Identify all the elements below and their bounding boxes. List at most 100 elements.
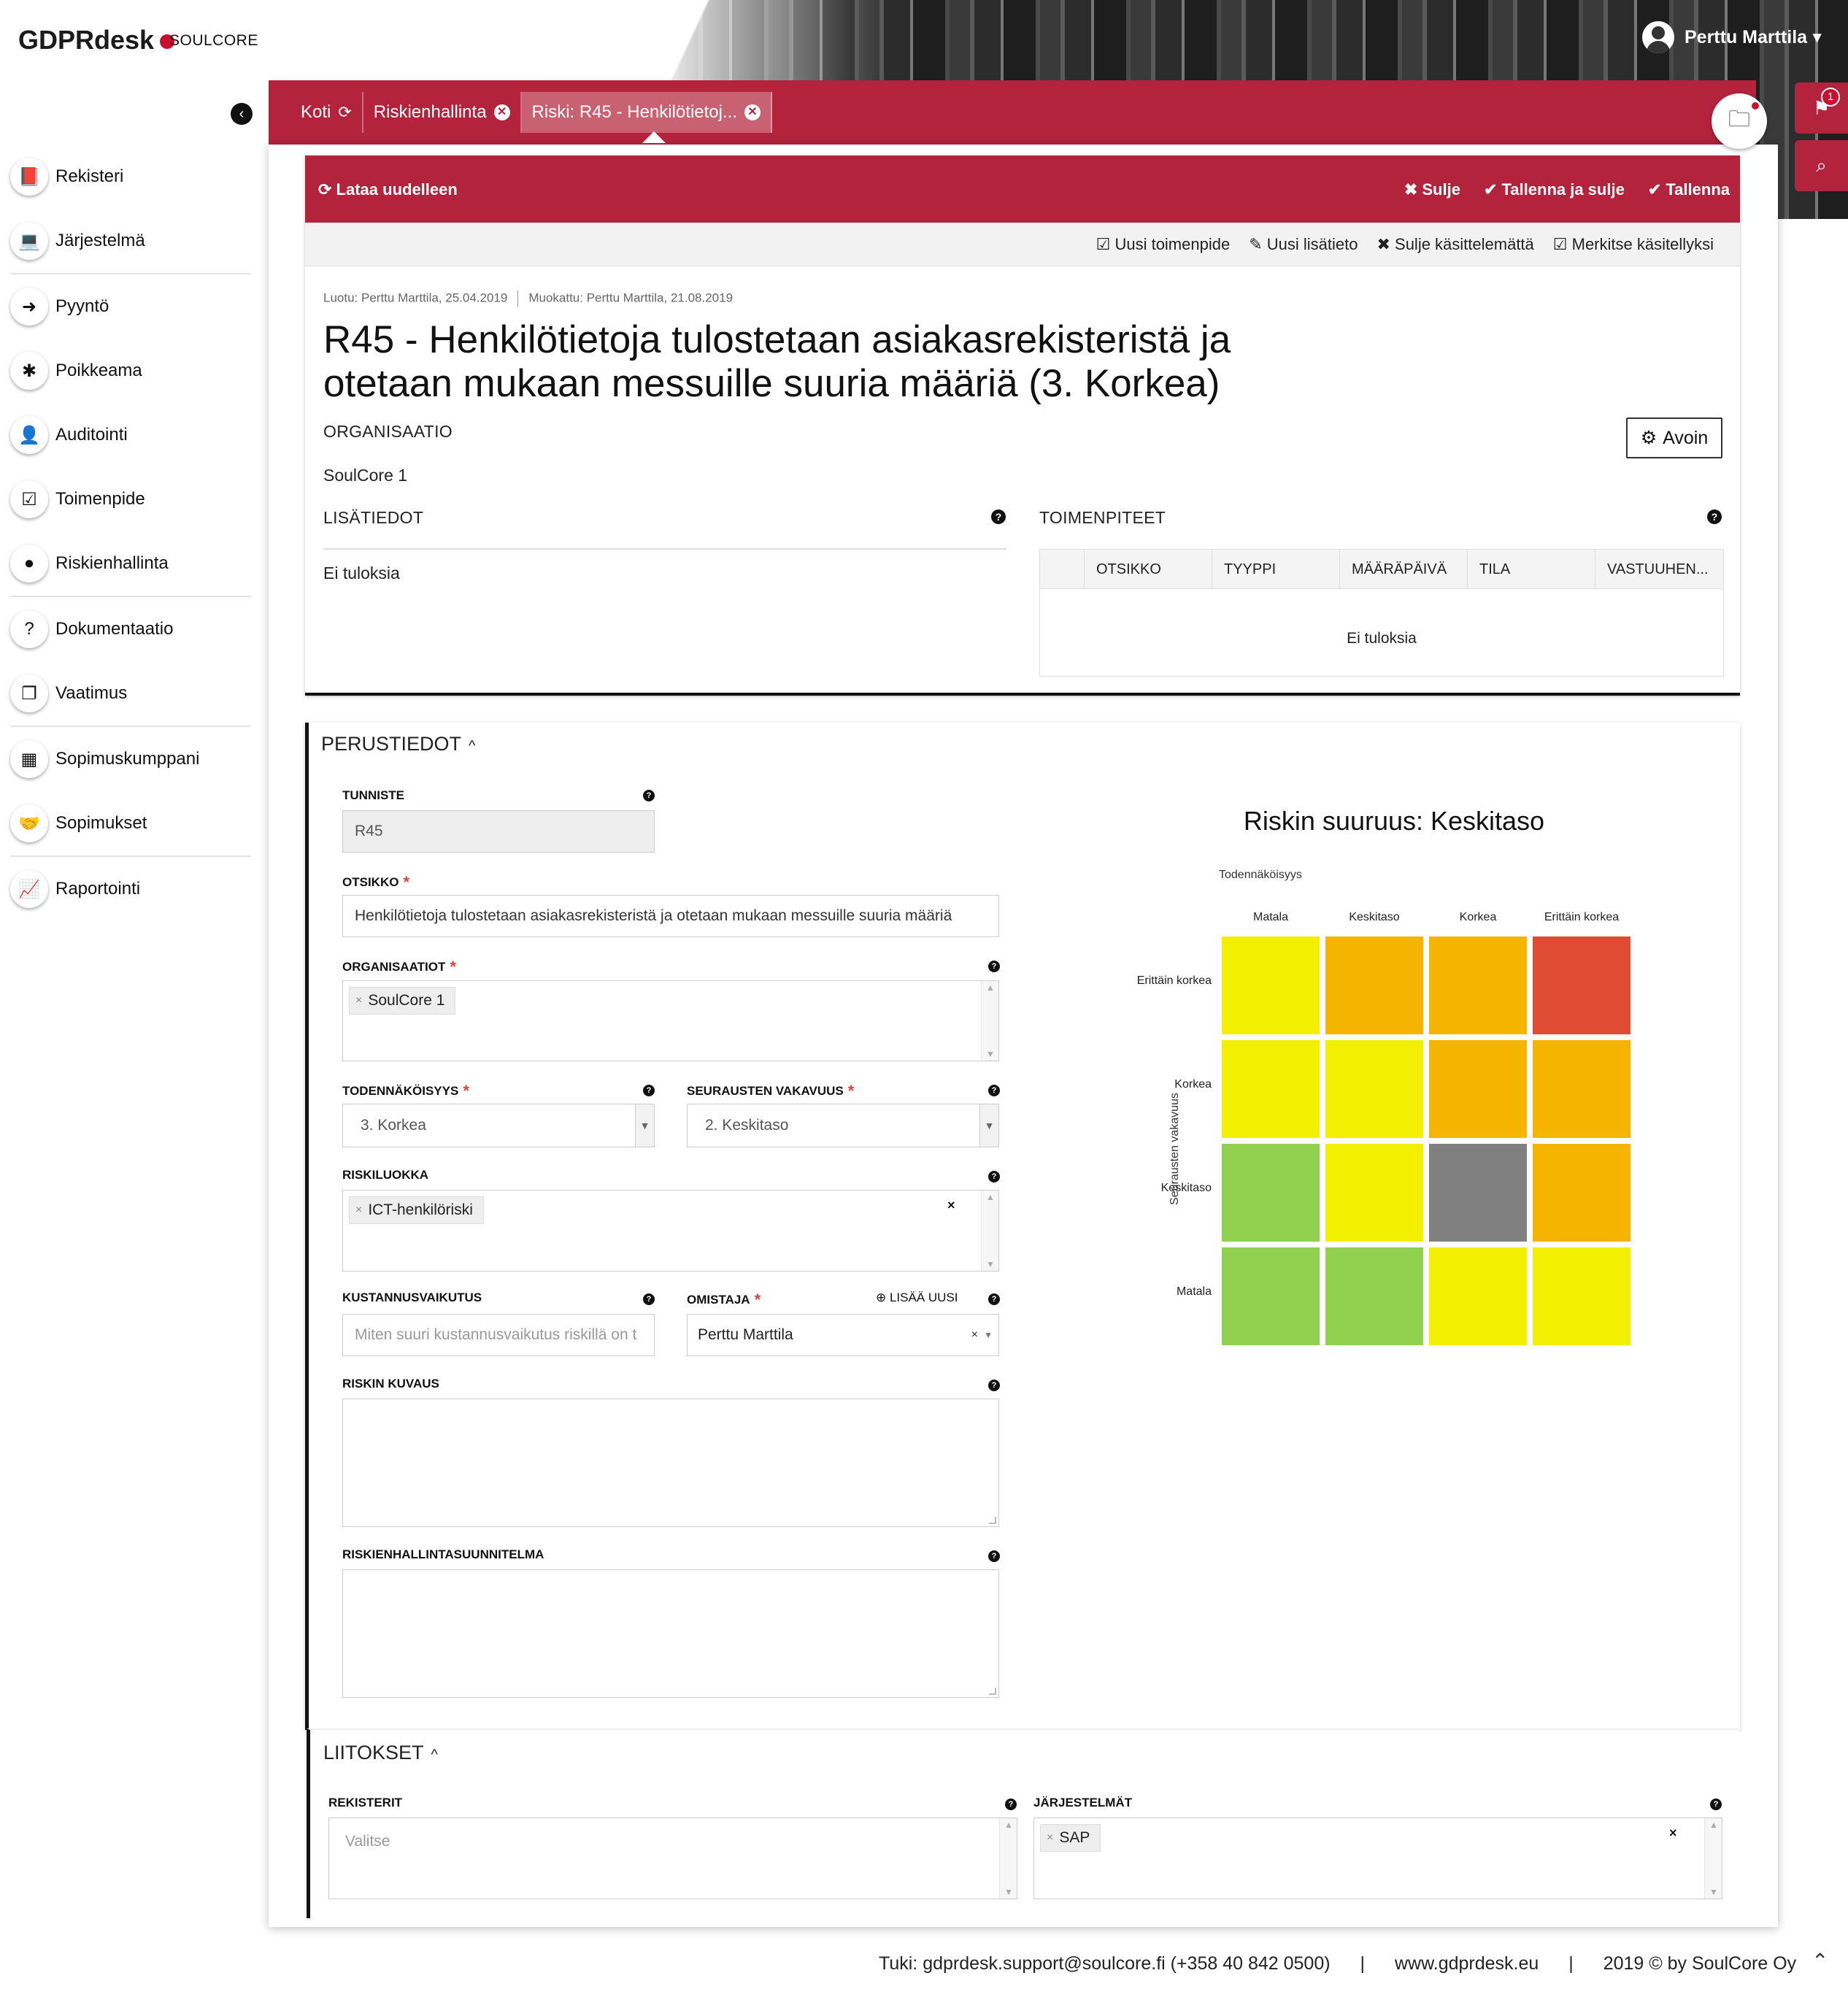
owner-select[interactable]: Perttu Marttila × ▼ [687, 1314, 999, 1356]
risk-matrix-cell[interactable] [1222, 936, 1320, 1034]
clear-icon[interactable]: × [947, 1198, 955, 1212]
remove-chip-icon[interactable]: × [355, 994, 363, 1007]
tab-riskienhallinta[interactable]: Riskienhallinta ✕ [363, 92, 522, 133]
risk-matrix-cell[interactable] [1325, 1040, 1423, 1138]
risk-matrix-cell[interactable] [1533, 1144, 1631, 1242]
save-button[interactable]: ✔ Tallenna [1648, 180, 1730, 199]
sidebar-item-poikkeama[interactable]: ✱ Poikkeama [10, 339, 251, 403]
help-icon[interactable]: ? [988, 1550, 1000, 1562]
basics-section-toggle[interactable]: PERUSTIEDOT ^ [321, 733, 475, 755]
sidebar-item-rekisteri[interactable]: 📕 Rekisteri [10, 145, 251, 209]
risk-matrix-cell[interactable] [1222, 1040, 1320, 1138]
risk-matrix-cell[interactable] [1533, 1040, 1631, 1138]
column-header-title[interactable]: OTSIKKO [1084, 550, 1212, 589]
footer-site-link[interactable]: www.gdprdesk.eu [1394, 1953, 1539, 1974]
title-field[interactable]: Henkilötietoja tulostetaan asiakasrekist… [342, 895, 999, 937]
severity-select[interactable]: 2. Keskitaso ▼ [687, 1104, 999, 1147]
help-icon[interactable]: ? [988, 1085, 1000, 1096]
sidebar-item-järjestelmä[interactable]: 💻 Järjestelmä [10, 209, 251, 273]
clear-icon[interactable]: × [971, 1328, 978, 1341]
sidebar-item-sopimukset[interactable]: 🤝 Sopimukset [10, 791, 251, 855]
search-button[interactable]: ⌕ [1795, 140, 1848, 191]
folder-button[interactable]: 🗀 [1712, 93, 1767, 149]
help-icon[interactable]: ? [988, 961, 1000, 972]
risk-matrix-cell[interactable] [1429, 1040, 1527, 1138]
risk-matrix-cell[interactable] [1429, 936, 1527, 1034]
risk-matrix-cell[interactable] [1325, 1144, 1423, 1242]
reload-button[interactable]: ⟳ Lataa uudelleen [318, 180, 458, 199]
sidebar-item-raportointi[interactable]: 📈 Raportointi [10, 857, 251, 921]
remove-chip-icon[interactable]: × [355, 1204, 363, 1216]
status-button[interactable]: ⚙ Avoin [1626, 418, 1722, 458]
help-icon[interactable]: ? [643, 1293, 655, 1305]
save-and-close-button[interactable]: ✔ Tallenna ja sulje [1484, 180, 1625, 199]
sidebar-item-vaatimus[interactable]: ❐ Vaatimus [10, 661, 251, 726]
refresh-icon[interactable]: ⟳ [338, 103, 352, 121]
sidebar-item-toimenpide[interactable]: ☑ Toimenpide [10, 467, 251, 531]
building-icon: ▦ [10, 740, 48, 778]
links-section-toggle[interactable]: LIITOKSET ^ [323, 1742, 438, 1764]
column-header-status[interactable]: TILA [1467, 550, 1595, 589]
cost-impact-field[interactable]: Miten suuri kustannusvaikutus riskillä o… [342, 1314, 655, 1356]
risk-matrix-cell[interactable] [1325, 1247, 1423, 1345]
close-icon[interactable]: ✕ [744, 104, 761, 120]
help-icon[interactable]: ? [1707, 509, 1722, 524]
risk-class-chip[interactable]: × ICT-henkilöriski [349, 1196, 484, 1224]
column-header-owner[interactable]: VASTUUHEN... [1595, 550, 1723, 589]
column-header-type[interactable]: TYYPPI [1212, 550, 1339, 589]
close-record-button[interactable]: ✖ Sulje [1404, 180, 1460, 199]
risk-matrix-cell[interactable] [1533, 1247, 1631, 1345]
remove-chip-icon[interactable]: × [1047, 1831, 1054, 1844]
description-textarea[interactable] [342, 1399, 999, 1527]
clear-icon[interactable]: × [1669, 1826, 1677, 1840]
organisation-value: SoulCore 1 [323, 466, 408, 485]
help-icon[interactable]: ? [1710, 1799, 1722, 1810]
probability-select[interactable]: 3. Korkea ▼ [342, 1104, 655, 1147]
scrollbar[interactable]: ▲ ▼ [1704, 1818, 1722, 1899]
risk-matrix-cell[interactable] [1222, 1144, 1320, 1242]
risk-matrix-cell[interactable] [1429, 1247, 1527, 1345]
scroll-to-top-icon[interactable]: ⌃ [1812, 1950, 1829, 1972]
sidebar-item-auditointi[interactable]: 👤 Auditointi [10, 403, 251, 467]
risk-matrix-cell[interactable] [1222, 1247, 1320, 1345]
scrollbar[interactable]: ▲ ▼ [999, 1818, 1017, 1899]
help-icon[interactable]: ? [988, 1293, 1000, 1305]
mark-handled-button[interactable]: ☑ Merkitse käsitellyksi [1553, 235, 1714, 254]
sidebar-item-pyyntö[interactable]: ➜ Pyyntö [10, 274, 251, 339]
systems-select[interactable]: × SAP × ▲ ▼ [1033, 1818, 1722, 1899]
plan-textarea[interactable] [342, 1569, 999, 1698]
help-icon[interactable]: ? [988, 1171, 1000, 1182]
organisations-select[interactable]: × SoulCore 1 ▲ ▼ [342, 980, 999, 1061]
sidebar-item-dokumentaatio[interactable]: ? Dokumentaatio [10, 597, 251, 661]
risk-matrix-cell[interactable] [1325, 936, 1423, 1034]
id-field[interactable]: R45 [342, 810, 655, 853]
new-info-button[interactable]: ✎ Uusi lisätieto [1249, 235, 1358, 254]
help-icon[interactable]: ? [643, 790, 655, 801]
user-menu[interactable]: Perttu Marttila ▾ [1642, 20, 1821, 54]
app-logo[interactable]: GDPRdesk [18, 25, 175, 55]
close-unhandled-button[interactable]: ✖ Sulje käsittelemättä [1377, 235, 1533, 254]
tab-home[interactable]: Koti ⟳ [290, 92, 363, 133]
add-new-owner-button[interactable]: ⊕ LISÄÄ UUSI [876, 1291, 958, 1305]
help-icon[interactable]: ? [643, 1085, 655, 1096]
close-icon[interactable]: ✕ [493, 104, 510, 120]
sidebar-item-sopimuskumppani[interactable]: ▦ Sopimuskumppani [10, 727, 251, 791]
tab-risk-r45[interactable]: Riski: R45 - Henkilötietoj... ✕ [521, 92, 772, 133]
help-icon[interactable]: ? [1005, 1799, 1017, 1810]
footer-support[interactable]: Tuki: gdprdesk.support@soulcore.fi (+358… [879, 1953, 1331, 1974]
risk-matrix-cell-selected[interactable] [1429, 1144, 1527, 1242]
system-chip[interactable]: × SAP [1040, 1824, 1101, 1852]
column-header-due[interactable]: MÄÄRÄPÄIVÄ [1339, 550, 1467, 589]
risk-matrix-cell[interactable] [1533, 936, 1631, 1034]
notifications-button[interactable]: ⚑ [1795, 82, 1848, 134]
help-icon[interactable]: ? [988, 1380, 1000, 1391]
risk-class-select[interactable]: × ICT-henkilöriski × ▲ ▼ [342, 1190, 999, 1272]
collapse-sidebar-button[interactable]: ‹ [231, 103, 253, 125]
registers-select[interactable]: Valitse ▲ ▼ [328, 1818, 1017, 1899]
scrollbar[interactable]: ▲ ▼ [981, 1191, 998, 1271]
help-icon[interactable]: ? [991, 509, 1006, 524]
organisation-chip[interactable]: × SoulCore 1 [349, 987, 456, 1015]
sidebar-item-riskienhallinta[interactable]: ● Riskienhallinta [10, 531, 251, 596]
scrollbar[interactable]: ▲ ▼ [981, 981, 998, 1061]
new-action-button[interactable]: ☑ Uusi toimenpide [1096, 235, 1231, 254]
